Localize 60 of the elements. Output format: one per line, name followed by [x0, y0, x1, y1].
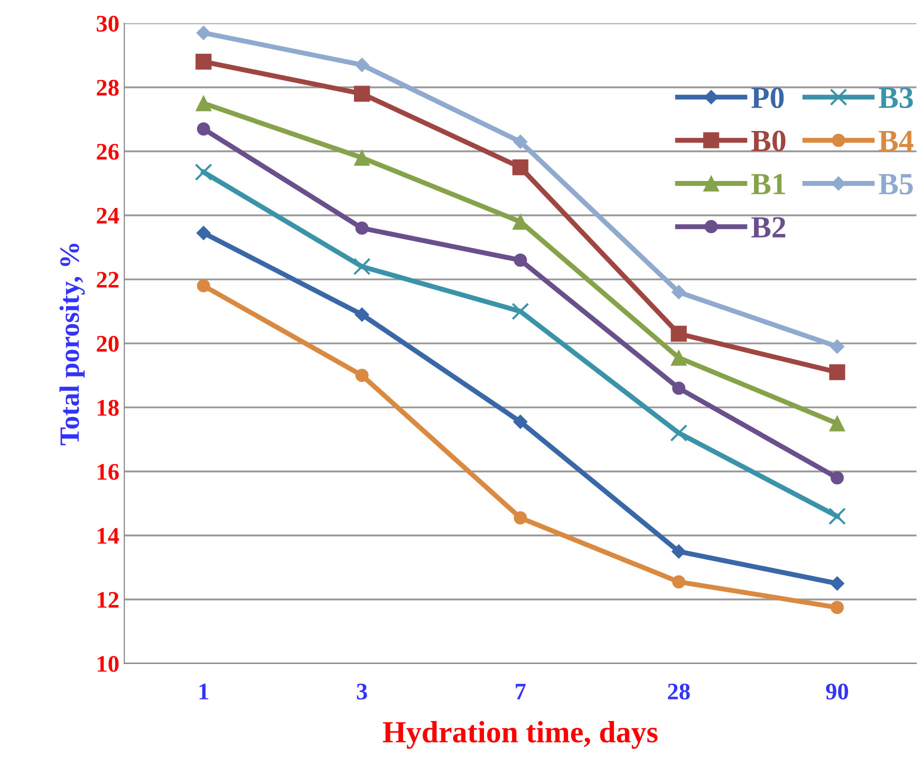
point	[354, 150, 370, 166]
point	[830, 600, 844, 614]
point	[512, 159, 528, 176]
point	[354, 58, 370, 72]
legend-label: B2	[751, 217, 786, 238]
x-tick-label: 3	[356, 684, 368, 700]
y-tick-label: 26	[96, 144, 119, 160]
point	[512, 302, 530, 320]
legend-label: B5	[878, 174, 913, 194]
y-tick-label: 10	[98, 656, 119, 672]
y-tick-label: 30	[96, 16, 119, 32]
point	[514, 254, 527, 267]
x-tick-label: 1	[200, 684, 208, 700]
x-axis-title: Hydration time, days	[382, 721, 658, 749]
legend-label: B3	[878, 88, 913, 108]
point	[196, 226, 211, 240]
point	[196, 26, 211, 40]
point	[196, 122, 210, 136]
point	[830, 471, 844, 484]
point	[672, 284, 686, 300]
point	[672, 575, 686, 588]
point	[670, 350, 687, 366]
point	[512, 214, 528, 230]
point	[672, 382, 686, 395]
point	[354, 86, 370, 102]
y-tick-label: 20	[96, 336, 119, 352]
point	[672, 544, 686, 559]
y-tick-label: 24	[96, 208, 120, 224]
point	[355, 222, 369, 235]
y-tick-label: 12	[98, 592, 118, 608]
point	[829, 415, 846, 432]
point	[670, 326, 687, 342]
point	[828, 508, 846, 525]
y-axis-title: Total porosity, %	[59, 244, 85, 446]
x-tick-label: 90	[826, 684, 848, 700]
y-tick-label: 14	[98, 528, 120, 544]
point	[353, 258, 371, 276]
y-tick-label: 22	[96, 272, 118, 288]
point	[196, 54, 212, 70]
x-tick-label: 28	[668, 684, 690, 700]
y-tick-label: 28	[96, 80, 119, 96]
point	[194, 163, 212, 181]
point	[513, 134, 528, 149]
point	[830, 576, 844, 591]
legend-label: P0	[751, 87, 784, 108]
legend-label: B1	[751, 174, 785, 194]
x-tick-label: 7	[516, 684, 526, 700]
point	[355, 368, 369, 382]
point	[830, 339, 844, 354]
legend-label: B4	[878, 130, 914, 152]
y-tick-label: 18	[98, 400, 119, 416]
legend-label: B0	[751, 130, 786, 152]
point	[513, 414, 528, 430]
point	[196, 95, 212, 112]
y-tick-label: 16	[98, 464, 119, 480]
point	[670, 424, 688, 442]
point	[829, 364, 846, 380]
point	[354, 307, 370, 322]
point	[514, 511, 527, 524]
point	[196, 279, 210, 292]
